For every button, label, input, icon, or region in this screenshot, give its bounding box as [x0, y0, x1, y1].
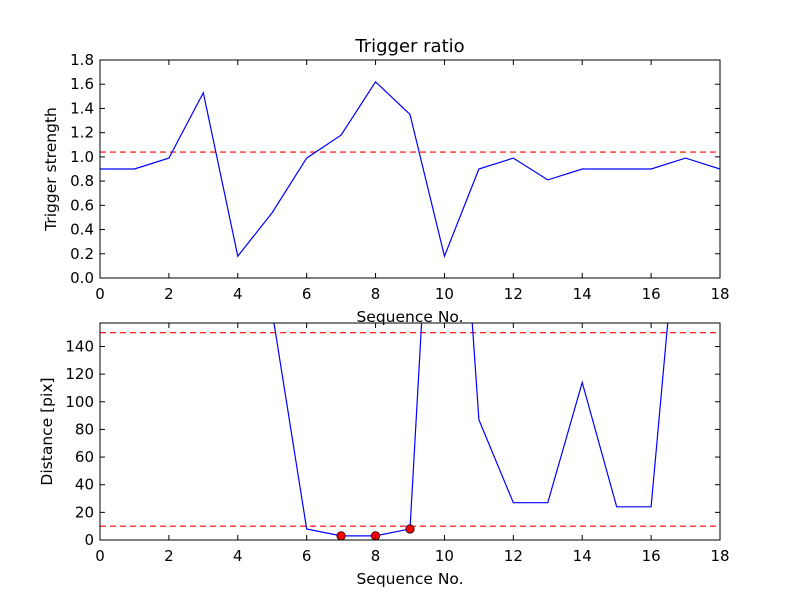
x-tick-label: 14: [573, 285, 592, 303]
y-tick-label: 100: [65, 393, 94, 411]
y-tick-label: 0.4: [70, 221, 94, 239]
chart-title: Trigger ratio: [354, 36, 464, 57]
y-tick-label: 1.8: [70, 51, 94, 69]
data-marker: [405, 524, 415, 534]
y-axis-label: Distance [pix]: [38, 377, 56, 485]
x-tick-label: 6: [302, 285, 312, 303]
x-tick-label: 12: [504, 547, 523, 565]
x-tick-label: 0: [95, 547, 105, 565]
distance-plot: 0 2 4 6 8 10 12 14 16 18 0 20 40 60 80 100 120 140 Sequenc…: [38, 322, 730, 588]
y-tick-label: 1.6: [70, 75, 94, 93]
x-tick-label: 4: [233, 547, 243, 565]
data-marker: [336, 531, 346, 541]
y-tick-label: 0.0: [70, 269, 94, 287]
x-tick-label: 6: [302, 547, 312, 565]
y-tick-label: 120: [65, 365, 94, 383]
x-tick-label: 8: [371, 547, 381, 565]
axes-frame: [99, 59, 721, 279]
y-tick-label: 1.0: [70, 148, 94, 166]
x-tick-label: 2: [164, 547, 174, 565]
y-tick-label: 0.2: [70, 245, 94, 263]
x-tick-label: 16: [642, 285, 661, 303]
x-tick-label: 12: [504, 285, 523, 303]
y-tick-label: 60: [75, 448, 94, 466]
y-tick-label: 20: [75, 503, 94, 521]
y-tick-label: 0.8: [70, 172, 94, 190]
x-tick-label: 8: [371, 285, 381, 303]
x-tick-label: 2: [164, 285, 174, 303]
x-axis-label: Sequence No.: [356, 308, 463, 326]
x-tick-label: 18: [710, 547, 729, 565]
x-tick-label: 10: [435, 285, 454, 303]
y-tick-label: 0: [84, 531, 94, 549]
series-line: [273, 323, 669, 537]
y-axis-label: Trigger strength: [42, 107, 60, 232]
x-tick-label: 10: [435, 547, 454, 565]
x-tick-label: 16: [642, 547, 661, 565]
y-tick-label: 1.4: [70, 99, 94, 117]
y-tick-label: 80: [75, 420, 94, 438]
y-tick-label: 140: [65, 337, 94, 355]
trigger-ratio-plot: Trigger ratio 0 2 4 6 8 10 12 14 16 18 0.0 0.2 0.4 0.6…: [42, 36, 730, 326]
y-tick-label: 40: [75, 476, 94, 494]
y-tick-label: 0.6: [70, 196, 94, 214]
series-line: [100, 80, 720, 259]
x-axis-label: Sequence No.: [356, 570, 463, 588]
x-tick-label: 18: [710, 285, 729, 303]
x-tick-label: 4: [233, 285, 243, 303]
x-tick-label: 0: [95, 285, 105, 303]
y-tick-label: 1.2: [70, 124, 94, 142]
axes-frame: [99, 322, 721, 541]
x-tick-label: 14: [573, 547, 592, 565]
